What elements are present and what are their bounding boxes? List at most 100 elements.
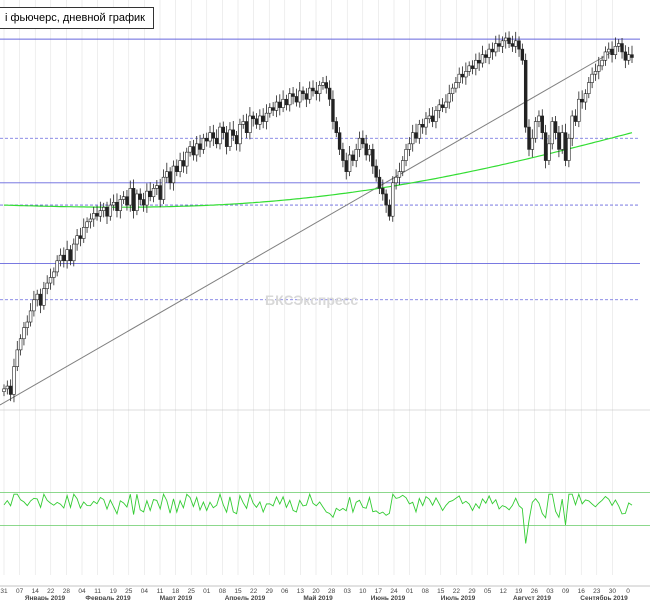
candle-body: [540, 115, 544, 133]
x-tick-label: 12: [500, 588, 508, 595]
candle-body: [288, 93, 292, 106]
candle-body: [410, 132, 415, 145]
candle-body: [590, 73, 594, 83]
candle-body: [58, 254, 63, 262]
candle-body: [22, 327, 26, 340]
candle-body: [437, 104, 441, 111]
x-tick-label: 04: [78, 588, 86, 595]
candle-body: [450, 87, 455, 94]
candle-body: [327, 87, 332, 100]
candle-body: [374, 165, 378, 178]
candle-body: [204, 137, 209, 142]
candle-body: [2, 388, 6, 392]
x-month-label: Январь 2019: [25, 595, 66, 600]
candle-body: [384, 193, 388, 206]
candle-body: [238, 124, 242, 145]
candle-body: [550, 121, 554, 145]
candle-body: [344, 160, 348, 172]
candle-body: [527, 126, 531, 150]
candle-body: [191, 146, 196, 156]
candle-body: [610, 48, 614, 56]
oscillator-line: [3, 492, 633, 544]
candle-body: [294, 96, 299, 103]
candle-body: [65, 249, 69, 262]
candle-body: [211, 132, 216, 139]
x-tick-label: 20: [312, 588, 320, 595]
candle-body: [484, 54, 488, 58]
candle-body: [221, 126, 226, 133]
candle-body: [603, 51, 608, 61]
candle-body: [430, 115, 435, 122]
candle-body: [244, 121, 249, 133]
candle-body: [317, 85, 322, 94]
chart-title: i фьючерс, дневной график: [0, 7, 154, 29]
candle-body: [613, 46, 618, 56]
candle-body: [151, 188, 156, 198]
candle-body: [185, 151, 189, 167]
x-tick-label: 28: [328, 588, 336, 595]
candle-body: [387, 204, 392, 217]
candle-body: [577, 98, 581, 122]
candle-body: [128, 188, 132, 206]
candle-body: [32, 299, 36, 312]
x-tick-label: 26: [531, 588, 539, 595]
candle-body: [477, 59, 481, 64]
candle-body: [158, 185, 162, 200]
x-tick-label: 05: [484, 588, 492, 595]
candle-body: [367, 149, 372, 156]
candle-body: [414, 132, 418, 139]
x-tick-label: 17: [375, 588, 383, 595]
x-tick-label: 03: [344, 588, 352, 595]
candle-body: [92, 213, 96, 220]
candle-body: [271, 107, 275, 111]
candle-body: [8, 385, 13, 395]
candle-body: [224, 132, 229, 147]
candle-body: [42, 288, 46, 306]
candle-body: [72, 243, 76, 262]
x-tick-label: 19: [110, 588, 118, 595]
candle-body: [161, 176, 166, 200]
candle-body: [88, 218, 93, 223]
candle-body: [337, 132, 342, 150]
candle-body: [530, 137, 535, 150]
candle-body: [547, 143, 551, 161]
candle-body: [181, 160, 186, 167]
candle-body: [593, 71, 598, 75]
candle-body: [510, 43, 515, 47]
candle-body: [563, 132, 568, 161]
x-month-label: Февраль 2019: [85, 595, 131, 600]
candle-body: [268, 107, 272, 114]
candle-body: [311, 87, 315, 92]
x-month-label: Август 2019: [513, 595, 551, 600]
moving-average-line: [3, 132, 633, 208]
candle-body: [420, 124, 425, 128]
candle-body: [78, 235, 83, 239]
candle-body: [507, 37, 511, 44]
candle-body: [620, 43, 624, 53]
x-tick-label: 08: [422, 588, 430, 595]
candle-body: [543, 132, 548, 161]
candle-body: [444, 101, 448, 108]
x-month-label: Май 2019: [303, 594, 333, 600]
x-tick-label: 18: [172, 588, 180, 595]
candle-body: [15, 349, 19, 367]
x-tick-label: 10: [359, 588, 367, 595]
candle-body: [424, 118, 428, 128]
candle-body: [607, 48, 611, 53]
candle-body: [354, 149, 358, 161]
candle-body: [131, 188, 136, 211]
candle-body: [617, 43, 621, 47]
candle-body: [118, 199, 122, 211]
candle-body: [111, 201, 116, 206]
candle-body: [533, 121, 538, 139]
candle-body: [454, 82, 458, 89]
candle-body: [284, 98, 289, 106]
x-tick-label: 15: [234, 588, 242, 595]
candle-body: [218, 126, 222, 145]
candle-body: [583, 93, 588, 103]
candle-body: [407, 143, 412, 150]
x-month-label: Апрель 2019: [225, 595, 266, 600]
candle-body: [5, 385, 10, 390]
x-tick-label: 25: [125, 588, 133, 595]
candle-body: [264, 112, 269, 122]
